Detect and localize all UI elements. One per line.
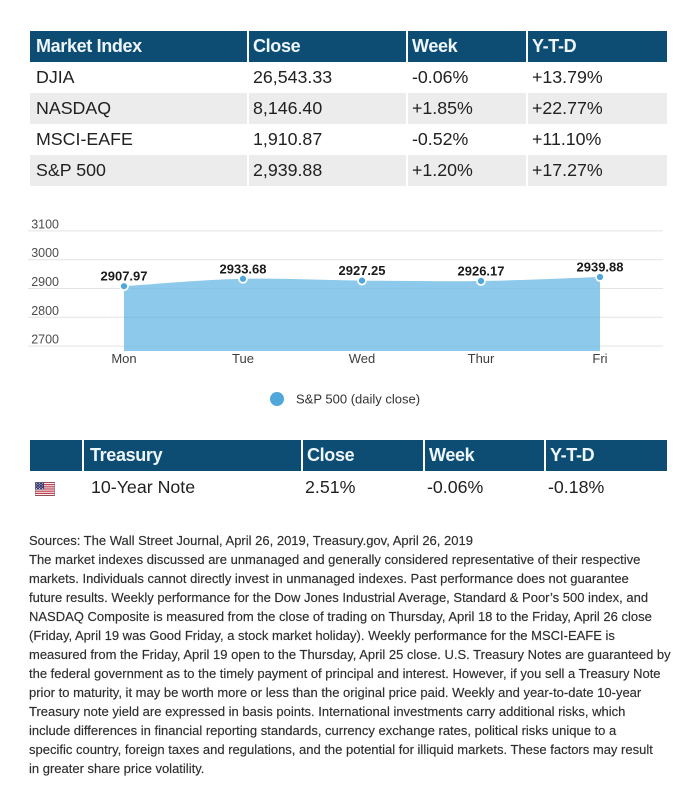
svg-text:2900: 2900 [31,275,59,289]
svg-text:2939.88: 2939.88 [577,260,624,275]
svg-text:Tue: Tue [232,351,254,366]
svg-text:Mon: Mon [111,351,136,366]
svg-text:Thur: Thur [468,351,495,366]
svg-text:S&P 500 (daily close): S&P 500 (daily close) [296,392,420,407]
svg-text:Fri: Fri [592,351,607,366]
svg-text:2800: 2800 [31,304,59,318]
svg-text:2907.97: 2907.97 [101,269,148,284]
svg-text:2926.17: 2926.17 [458,264,505,279]
svg-text:2700: 2700 [31,333,59,347]
svg-text:3100: 3100 [31,217,59,231]
svg-text:3000: 3000 [31,246,59,260]
svg-text:2927.25: 2927.25 [339,263,386,278]
svg-text:Wed: Wed [349,351,376,366]
svg-text:2933.68: 2933.68 [220,261,267,276]
